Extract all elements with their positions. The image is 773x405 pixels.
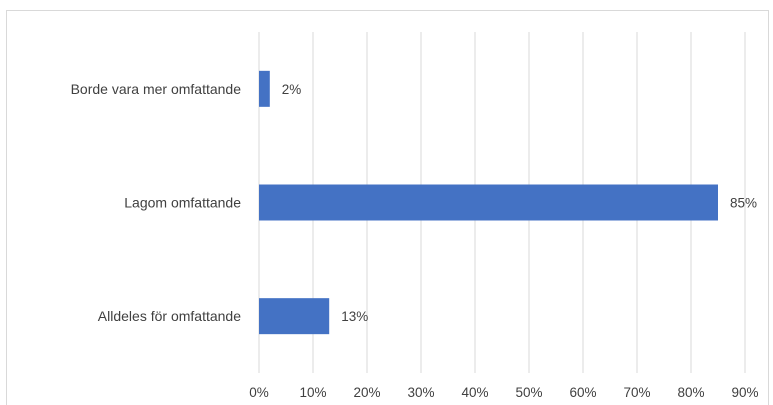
x-tick-label: 30% xyxy=(407,385,434,400)
category-label: Lagom omfattande xyxy=(124,195,241,211)
x-tick-label: 50% xyxy=(515,385,542,400)
x-tick-label: 20% xyxy=(353,385,380,400)
data-label: 2% xyxy=(282,82,302,97)
category-label: Alldeles för omfattande xyxy=(98,308,241,324)
data-label: 13% xyxy=(341,309,368,324)
x-tick-label: 10% xyxy=(299,385,326,400)
chart-border xyxy=(6,10,769,405)
x-tick-label: 90% xyxy=(731,385,758,400)
x-tick-label: 70% xyxy=(623,385,650,400)
labels: 0% 10% 20% 30% 40% 50% 60% 70% 80% 90% Borde vara … xyxy=(71,81,759,400)
data-label: 85% xyxy=(730,196,757,211)
x-tick-label: 80% xyxy=(677,385,704,400)
bar xyxy=(259,184,718,221)
bars xyxy=(259,70,718,335)
x-tick-label: 0% xyxy=(249,385,269,400)
bar xyxy=(259,298,330,335)
x-tick-label: 60% xyxy=(569,385,596,400)
category-label: Borde vara mer omfattande xyxy=(71,81,242,97)
x-tick-label: 40% xyxy=(461,385,488,400)
bar xyxy=(259,70,270,107)
